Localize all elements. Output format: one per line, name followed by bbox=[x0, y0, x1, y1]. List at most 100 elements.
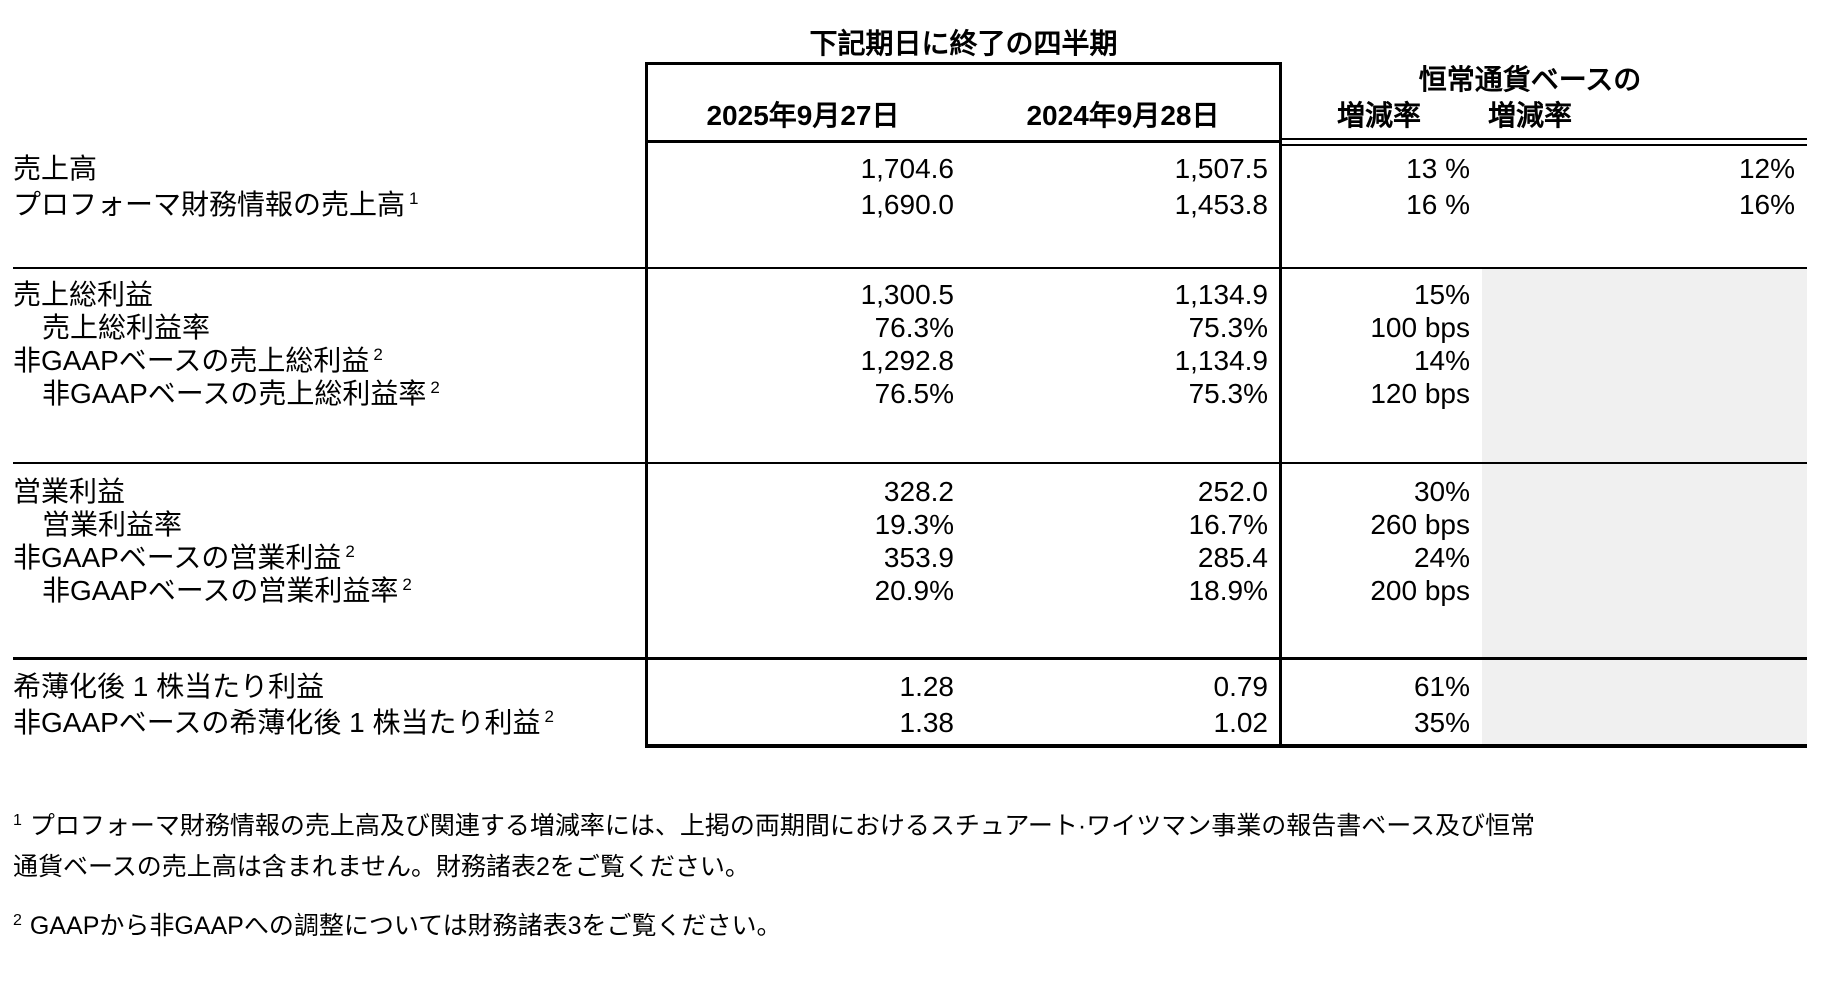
row-label: 非GAAPベースの売上総利益率 bbox=[42, 378, 427, 409]
value-2024: 0.79 bbox=[1213, 671, 1269, 702]
value-change: 30% bbox=[1413, 476, 1470, 507]
value-cc-change bbox=[1500, 670, 1795, 703]
value-2025: 1.38 bbox=[899, 707, 955, 738]
value-2024: 1.02 bbox=[1213, 707, 1269, 738]
col-header-change: 増減率 bbox=[1336, 100, 1421, 131]
value-change: 120 bps bbox=[1370, 378, 1470, 409]
footnote-ref: 2 bbox=[402, 574, 412, 594]
value-2025: 353.9 bbox=[883, 542, 954, 573]
section-divider-2 bbox=[13, 462, 1807, 464]
section-divider-3 bbox=[13, 657, 1807, 660]
value-change: 260 bps bbox=[1370, 509, 1470, 540]
row-label: 非GAAPベースの営業利益率 bbox=[42, 575, 399, 606]
table-row: 希薄化後 1 株当たり利益 1.28 0.79 61% bbox=[0, 670, 1831, 703]
value-change: 16 % bbox=[1406, 189, 1470, 220]
value-cc-change bbox=[1500, 377, 1795, 410]
value-2024: 252.0 bbox=[1197, 476, 1268, 507]
value-2025: 1,300.5 bbox=[860, 279, 954, 310]
value-2024: 16.7% bbox=[1188, 509, 1268, 540]
footnote-ref: 2 bbox=[345, 541, 355, 561]
table-row: 非GAAPベースの営業利益率 2 20.9% 18.9% 200 bps bbox=[0, 574, 1831, 607]
shaded-region bbox=[1482, 269, 1807, 746]
table-row: 売上総利益 1,300.5 1,134.9 15% bbox=[0, 278, 1831, 311]
table-title: 下記期日に終了の四半期 bbox=[809, 28, 1118, 59]
value-2024: 285.4 bbox=[1197, 542, 1268, 573]
row-label: 非GAAPベースの営業利益 bbox=[13, 542, 342, 573]
value-2024: 75.3% bbox=[1188, 378, 1268, 409]
value-2025: 76.5% bbox=[874, 378, 954, 409]
table-row: 売上高 1,704.6 1,507.5 13 % 12% bbox=[0, 152, 1831, 185]
footnote-text: プロフォーマ財務情報の売上高及び関連する増減率には、上掲の両期間におけるスチュア… bbox=[13, 812, 1535, 881]
table-row: 非GAAPベースの営業利益 2 353.9 285.4 24% bbox=[0, 541, 1831, 574]
value-cc-change bbox=[1500, 541, 1795, 574]
footnote-1: 1 プロフォーマ財務情報の売上高及び関連する増減率には、上掲の両期間におけるスチュ… bbox=[13, 806, 1543, 888]
table-row: 非GAAPベースの希薄化後 1 株当たり利益 2 1.38 1.02 35% bbox=[0, 706, 1831, 739]
row-label: プロフォーマ財務情報の売上高 bbox=[13, 189, 406, 220]
col-header-2025: 2025年9月27日 bbox=[706, 100, 900, 131]
col-header-2024: 2024年9月28日 bbox=[1026, 100, 1220, 131]
footnote-text: GAAPから非GAAPへの調整については財務諸表3をご覧ください。 bbox=[29, 912, 782, 940]
row-label: 売上総利益率 bbox=[42, 312, 211, 343]
value-cc-change bbox=[1500, 344, 1795, 377]
value-2024: 1,507.5 bbox=[1174, 153, 1268, 184]
value-cc-change: 16% bbox=[1738, 189, 1795, 220]
footnote-marker: 1 bbox=[13, 811, 22, 829]
footnote-ref: 2 bbox=[430, 377, 440, 397]
row-label: 営業利益 bbox=[13, 476, 126, 507]
value-cc-change bbox=[1500, 278, 1795, 311]
value-2024: 75.3% bbox=[1188, 312, 1268, 343]
table-row: プロフォーマ財務情報の売上高 1 1,690.0 1,453.8 16 % 16% bbox=[0, 188, 1831, 221]
value-2025: 20.9% bbox=[874, 575, 954, 606]
value-cc-change bbox=[1500, 475, 1795, 508]
value-2025: 1.28 bbox=[899, 671, 955, 702]
value-change: 100 bps bbox=[1370, 312, 1470, 343]
value-change: 14% bbox=[1413, 345, 1470, 376]
value-change: 35% bbox=[1413, 707, 1470, 738]
value-cc-change: 12% bbox=[1738, 153, 1795, 184]
footnote-ref: 2 bbox=[373, 344, 383, 364]
value-cc-change bbox=[1500, 706, 1795, 739]
row-label: 非GAAPベースの希薄化後 1 株当たり利益 bbox=[13, 707, 541, 738]
row-label: 売上総利益 bbox=[13, 279, 154, 310]
row-label: 売上高 bbox=[13, 153, 98, 184]
value-change: 61% bbox=[1413, 671, 1470, 702]
footnote-2: 2 GAAPから非GAAPへの調整については財務諸表3をご覧ください。 bbox=[13, 906, 1543, 947]
value-cc-change bbox=[1500, 574, 1795, 607]
value-2025: 1,292.8 bbox=[860, 345, 954, 376]
table-row: 営業利益率 19.3% 16.7% 260 bps bbox=[0, 508, 1831, 541]
header-rule bbox=[645, 140, 1282, 143]
row-label: 非GAAPベースの売上総利益 bbox=[13, 345, 370, 376]
value-2024: 1,453.8 bbox=[1174, 189, 1268, 220]
value-2025: 1,704.6 bbox=[860, 153, 954, 184]
value-2024: 18.9% bbox=[1188, 575, 1268, 606]
value-change: 13 % bbox=[1406, 153, 1470, 184]
col-header-constant-currency-line2: 増減率 bbox=[1487, 100, 1572, 131]
footnote-ref: 2 bbox=[544, 706, 555, 726]
footnote-ref: 1 bbox=[409, 188, 419, 208]
col-header-constant-currency: 恒常通貨ベースの 増減率 bbox=[1340, 62, 1720, 134]
value-2024: 1,134.9 bbox=[1174, 345, 1268, 376]
value-2025: 19.3% bbox=[874, 509, 954, 540]
table-row: 売上総利益率 76.3% 75.3% 100 bps bbox=[0, 311, 1831, 344]
table-row: 非GAAPベースの売上総利益 2 1,292.8 1,134.9 14% bbox=[0, 344, 1831, 377]
col-header-constant-currency-line1: 恒常通貨ベースの bbox=[1418, 64, 1642, 95]
value-change: 200 bps bbox=[1370, 575, 1470, 606]
table-row: 営業利益 328.2 252.0 30% bbox=[0, 475, 1831, 508]
value-2025: 1,690.0 bbox=[860, 189, 954, 220]
date-columns-box bbox=[645, 62, 1282, 744]
table-row: 非GAAPベースの売上総利益率 2 76.5% 75.3% 120 bps bbox=[0, 377, 1831, 410]
value-change: 24% bbox=[1413, 542, 1470, 573]
value-2024: 1,134.9 bbox=[1174, 279, 1268, 310]
header-double-rule bbox=[1282, 138, 1807, 146]
value-cc-change bbox=[1500, 311, 1795, 344]
value-2025: 328.2 bbox=[883, 476, 954, 507]
section-divider-1 bbox=[13, 267, 1807, 269]
value-cc-change bbox=[1500, 508, 1795, 541]
value-2025: 76.3% bbox=[874, 312, 954, 343]
footnote-marker: 2 bbox=[13, 911, 22, 929]
row-label: 希薄化後 1 株当たり利益 bbox=[13, 671, 325, 702]
row-label: 営業利益率 bbox=[42, 509, 183, 540]
bottom-rule bbox=[645, 744, 1807, 748]
value-change: 15% bbox=[1413, 279, 1470, 310]
